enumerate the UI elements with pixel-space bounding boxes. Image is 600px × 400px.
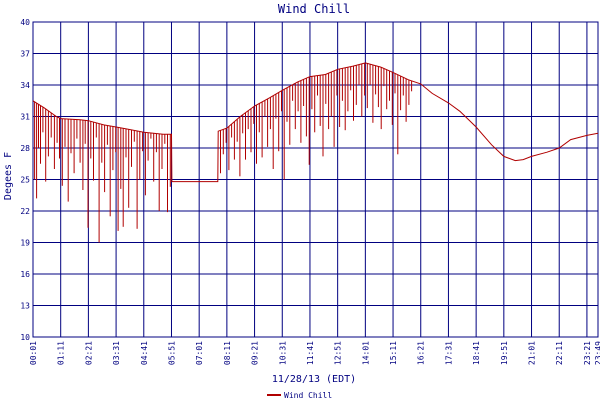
x-tick-label: 01:11	[57, 341, 66, 365]
x-tick-label: 11:41	[306, 341, 315, 365]
y-tick-label: 40	[20, 18, 30, 27]
y-tick-labels: 10 13 16 19 22 25 28 31 34 37 40	[20, 18, 30, 342]
y-tick-label: 19	[20, 239, 30, 248]
x-tick-label: 18:41	[472, 341, 481, 365]
legend: Wind Chill	[267, 391, 332, 400]
x-tick-label: 14:01	[361, 341, 370, 365]
x-tick-label: 03:31	[112, 341, 121, 365]
x-tick-label: 21:01	[528, 341, 537, 365]
x-tick-labels: 00:01 01:11 02:21 03:31 04:41 05:51 07:01 08:11…	[29, 341, 600, 365]
x-tick-label: 02:21	[84, 341, 93, 365]
x-tick-label: 07:01	[195, 341, 204, 365]
y-tick-label: 25	[20, 176, 30, 185]
y-tick-label: 13	[20, 302, 30, 311]
x-tick-label: 09:21	[251, 341, 260, 365]
y-tick-label: 16	[20, 270, 30, 279]
y-tick-label: 37	[20, 50, 30, 59]
x-tick-label: 10:31	[278, 341, 287, 365]
x-tick-label: 23:49	[594, 341, 600, 365]
x-tick-label: 15:11	[389, 341, 398, 365]
x-tick-label: 16:21	[417, 341, 426, 365]
x-tick-label: 19:51	[500, 341, 509, 365]
x-tick-label: 04:41	[140, 341, 149, 365]
plot-grid	[32, 21, 599, 338]
x-tick-label: 12:51	[334, 341, 343, 365]
wind-chill-line	[32, 62, 599, 183]
wind-chill-series	[32, 62, 599, 243]
x-tick-label: 17:31	[444, 341, 453, 365]
x-tick-label: 00:01	[29, 341, 38, 365]
x-tick-label: 22:11	[555, 341, 564, 365]
y-axis-label: Degees F	[3, 152, 14, 200]
y-tick-label: 34	[20, 81, 30, 90]
y-tick-label: 22	[20, 207, 30, 216]
x-tick-label: 23:21	[583, 341, 592, 365]
y-tick-label: 10	[20, 333, 30, 342]
x-tick-label: 05:51	[167, 341, 176, 365]
y-tick-label: 31	[20, 113, 30, 122]
y-tick-label: 28	[20, 144, 30, 153]
x-tick-label: 08:11	[223, 341, 232, 365]
x-axis-label: 11/28/13 (EDT)	[272, 374, 356, 385]
chart-title: Wind Chill	[278, 2, 350, 16]
legend-label: Wind Chill	[284, 391, 332, 400]
